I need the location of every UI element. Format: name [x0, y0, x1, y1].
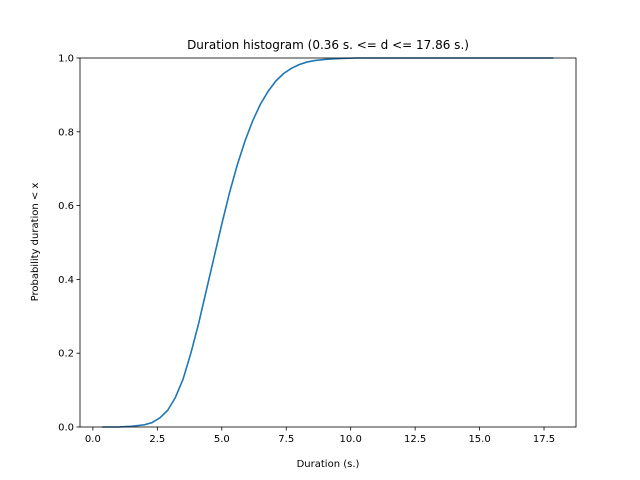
y-axis-label: Probability duration < x	[30, 183, 41, 302]
plot-area	[80, 58, 576, 427]
x-tick-label: 15.0	[468, 434, 490, 445]
x-tick-label: 2.5	[149, 434, 165, 445]
y-tick-label: 0.2	[58, 349, 74, 360]
x-tick-label: 0.0	[85, 434, 101, 445]
x-axis-label: Duration (s.)	[297, 459, 360, 470]
x-tick-label: 12.5	[404, 434, 426, 445]
axes-frame	[79, 57, 577, 428]
x-tick-label: 7.5	[278, 434, 294, 445]
y-tick-label: 1.0	[58, 54, 74, 65]
y-tick-label: 0.6	[58, 201, 74, 212]
x-tick-label: 5.0	[214, 434, 230, 445]
x-tick-label: 17.5	[533, 434, 555, 445]
x-axis-ticks: 0.0 2.5 5.0 7.5 10.0 12.5 15.0 17.5	[85, 427, 555, 445]
y-axis-ticks: 0.0 0.2 0.4 0.6 0.8 1.0	[58, 54, 80, 434]
y-tick-label: 0.8	[58, 127, 74, 138]
x-tick-label: 10.0	[340, 434, 362, 445]
y-tick-label: 0.4	[58, 275, 74, 286]
y-tick-label: 0.0	[58, 423, 74, 434]
chart-title: Duration histogram (0.36 s. <= d <= 17.8…	[187, 38, 469, 52]
